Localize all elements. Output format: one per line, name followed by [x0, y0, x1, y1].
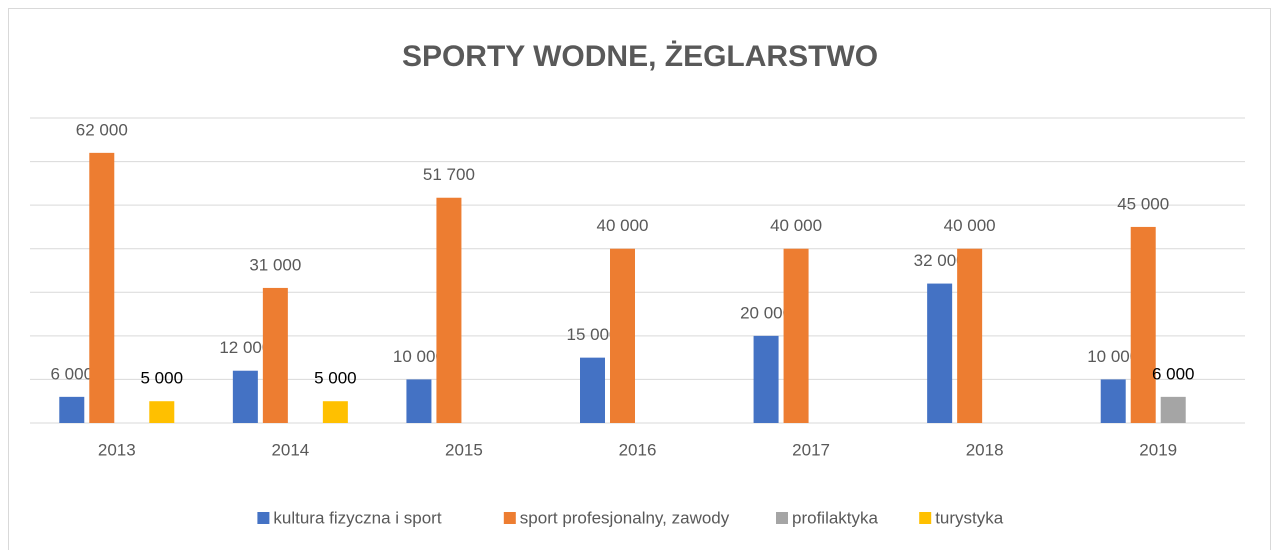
legend-swatch [257, 512, 270, 524]
data-label: 5 000 [314, 369, 357, 388]
data-label: 45 000 [1117, 194, 1169, 213]
legend-swatch [503, 512, 516, 524]
x-tick-label: 2016 [619, 440, 657, 459]
bar [957, 248, 983, 423]
bar [1160, 396, 1186, 423]
bar [610, 248, 635, 423]
x-tick-label: 2018 [966, 440, 1004, 459]
data-label: 10 000 [393, 347, 445, 366]
bar [89, 152, 115, 423]
data-label: 40 000 [770, 216, 822, 235]
data-label: 51 700 [423, 165, 475, 184]
legend-swatch [919, 512, 932, 524]
bar [262, 287, 288, 423]
bar [580, 357, 605, 423]
legend-label: profilaktyka [792, 508, 879, 527]
bar [322, 401, 348, 423]
data-label: 20 000 [740, 303, 792, 322]
x-tick-label: 2014 [271, 440, 309, 459]
bar [783, 248, 809, 423]
bar [232, 370, 258, 423]
bar [149, 401, 175, 423]
bar [1100, 379, 1126, 423]
legend-swatch [776, 512, 788, 524]
legend-label: sport profesjonalny, zawody [520, 508, 730, 527]
data-label: 12 000 [219, 338, 271, 357]
x-tick-label: 2017 [792, 440, 830, 459]
x-tick-label: 2015 [445, 440, 483, 459]
bar [406, 379, 432, 423]
data-label: 40 000 [597, 216, 649, 235]
data-label: 6 000 [1152, 364, 1195, 383]
data-label: 15 000 [567, 325, 619, 344]
data-label: 32 000 [914, 251, 966, 270]
legend-label: kultura fizyczna i sport [273, 508, 441, 527]
data-label: 62 000 [76, 120, 128, 139]
data-label: 5 000 [141, 369, 184, 388]
legend-label: turystyka [935, 508, 1004, 527]
data-label: 31 000 [249, 255, 301, 274]
x-tick-label: 2013 [98, 440, 136, 459]
bar [927, 283, 953, 423]
data-label: 10 000 [1087, 347, 1139, 366]
chart-title: SPORTY WODNE, ŻEGLARSTWO [402, 40, 878, 73]
data-label: 6 000 [51, 364, 94, 383]
x-tick-label: 2019 [1139, 440, 1177, 459]
bar [59, 396, 85, 423]
bar [1130, 226, 1156, 423]
bar [753, 335, 779, 423]
data-label: 40 000 [944, 216, 996, 235]
bar [436, 197, 462, 423]
chart-frame [8, 8, 1271, 550]
